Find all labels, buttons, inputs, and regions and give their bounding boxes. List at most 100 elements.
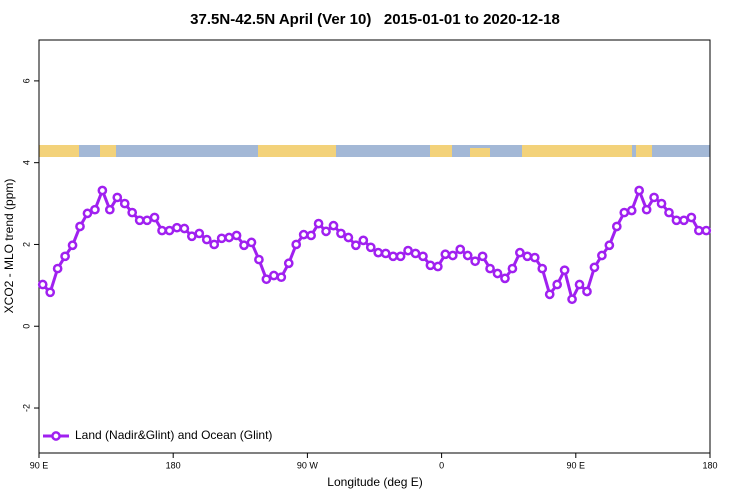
data-point	[470, 256, 480, 267]
data-point	[231, 230, 242, 241]
data-point	[216, 233, 227, 244]
data-point	[597, 250, 607, 261]
data-point	[388, 251, 398, 262]
data-point	[246, 237, 257, 248]
data-point	[306, 230, 316, 241]
data-point	[686, 212, 697, 223]
data-point	[425, 260, 436, 271]
land-strip	[430, 145, 452, 157]
data-point	[313, 218, 324, 229]
data-point	[283, 258, 294, 269]
land-strip	[100, 145, 116, 157]
data-point	[104, 204, 115, 215]
data-point	[559, 265, 570, 276]
data-point	[649, 192, 659, 203]
data-point	[276, 272, 287, 283]
data-point	[693, 225, 704, 236]
data-point	[522, 251, 533, 262]
data-point	[186, 231, 197, 242]
land-strip	[258, 145, 336, 157]
data-point	[641, 204, 652, 215]
data-point	[515, 247, 525, 258]
data-point	[634, 185, 645, 196]
data-point	[336, 228, 346, 239]
data-point	[209, 239, 220, 250]
land-strip	[470, 148, 490, 157]
data-point	[343, 232, 354, 243]
data-point	[619, 207, 630, 218]
data-point	[45, 287, 56, 298]
data-point	[291, 239, 302, 250]
data-point	[462, 250, 473, 261]
data-point	[671, 215, 682, 226]
data-point	[172, 222, 182, 233]
land-strip	[39, 145, 79, 157]
data-point	[52, 263, 63, 274]
data-point	[380, 248, 391, 259]
data-point	[157, 225, 167, 236]
data-point	[507, 263, 518, 274]
data-point	[410, 248, 421, 259]
land-strip	[636, 145, 652, 157]
map-strip	[39, 145, 710, 157]
data-point	[351, 240, 361, 251]
legend-marker	[51, 431, 61, 441]
x-tick-label: 90 E	[30, 460, 49, 470]
x-tick-label: 180	[702, 460, 717, 470]
data-point	[82, 208, 93, 219]
data-point	[60, 251, 70, 262]
data-point	[626, 205, 637, 216]
x-tick-label: 90 E	[567, 460, 586, 470]
data-point	[119, 198, 130, 209]
data-point	[298, 229, 309, 240]
data-point	[582, 286, 592, 297]
data-point	[75, 221, 85, 232]
data-point	[701, 225, 712, 236]
data-point	[37, 279, 48, 290]
data-point	[112, 192, 123, 203]
data-point	[321, 226, 331, 237]
data-point	[149, 212, 160, 223]
y-tick-label: -2	[21, 404, 31, 412]
data-point	[201, 234, 212, 245]
data-point	[447, 250, 458, 261]
data-point	[403, 245, 413, 256]
plot-frame	[38, 39, 711, 454]
x-tick-label: 90 W	[297, 460, 319, 470]
data-point	[261, 274, 272, 285]
data-point	[142, 215, 152, 226]
data-point	[224, 232, 234, 243]
data-point	[433, 261, 443, 272]
data-point	[67, 240, 78, 251]
data-point	[492, 268, 503, 279]
data-point	[134, 215, 145, 226]
data-point	[485, 263, 495, 274]
data-point	[97, 185, 108, 196]
data-point	[574, 279, 585, 290]
y-tick-label: 0	[21, 324, 31, 329]
data-point	[500, 273, 510, 284]
data-point	[679, 215, 689, 226]
data-point	[365, 242, 376, 253]
x-tick-label: 0	[439, 460, 444, 470]
data-point	[269, 270, 279, 281]
data-point	[664, 207, 674, 218]
data-point	[656, 198, 667, 209]
data-point	[328, 220, 339, 231]
data-point	[455, 244, 466, 255]
y-tick-label: 6	[21, 78, 31, 83]
data-point	[164, 225, 175, 236]
data-point	[239, 240, 249, 251]
data-point	[358, 235, 369, 246]
data-point	[395, 251, 406, 262]
data-point	[90, 204, 100, 215]
data-point	[373, 247, 384, 258]
x-tick-label: 180	[166, 460, 181, 470]
y-tick-label: 2	[21, 242, 31, 247]
chart-title: 37.5N-42.5N April (Ver 10) 2015-01-01 to…	[190, 11, 560, 28]
data-point	[537, 263, 548, 274]
data-point	[529, 252, 540, 263]
data-point	[477, 251, 488, 262]
